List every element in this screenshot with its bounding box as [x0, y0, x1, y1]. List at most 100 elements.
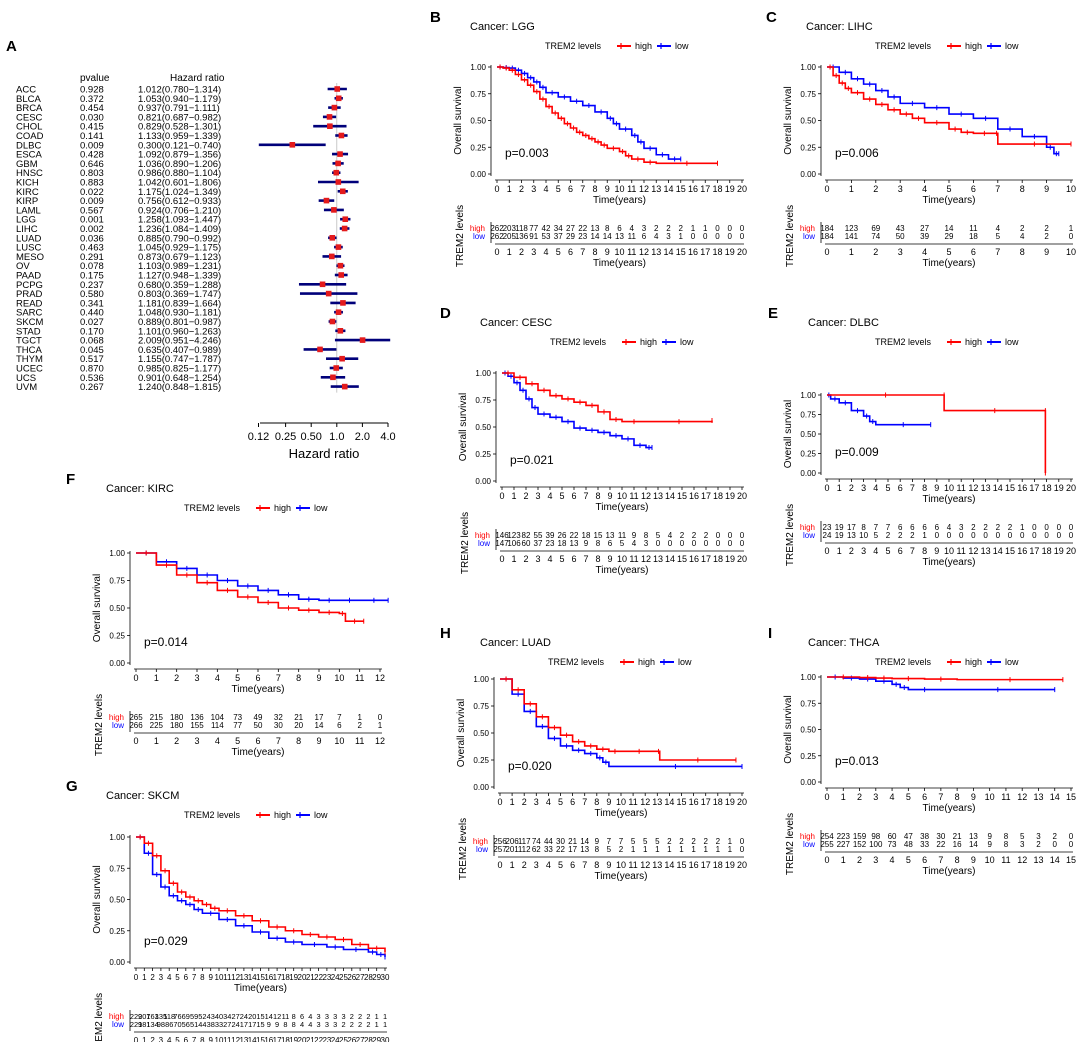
risk-x-tick-label: 5 — [885, 546, 890, 556]
risk-count-high: 4 — [947, 523, 952, 532]
y-axis-label: Overall survival — [92, 574, 103, 642]
risk-x-tick-label: 13 — [651, 247, 661, 257]
risk-count-high: 118 — [515, 224, 528, 233]
risk-count-high: 2 — [983, 523, 988, 532]
x-tick-label: 14 — [665, 491, 675, 501]
forest-hr-text: 0.901(0.648−1.254) — [138, 373, 221, 384]
risk-count-high: 32 — [274, 713, 283, 722]
risk-x-tick-label: 9 — [208, 1036, 213, 1042]
x-tick-label: 13 — [653, 491, 663, 501]
risk-x-tick-label: 3 — [534, 860, 539, 870]
risk-x-tick-label: 5 — [558, 860, 563, 870]
risk-x-tick-label: 23 — [322, 1036, 331, 1042]
risk-x-tick-label: 0 — [824, 247, 829, 257]
risk-count-low: 0 — [1069, 840, 1074, 849]
risk-count-high: 11 — [969, 224, 978, 233]
x-tick-label: 6 — [570, 797, 575, 807]
y-tick-label: 1.00 — [473, 675, 489, 684]
risk-x-tick-label: 9 — [605, 247, 610, 257]
risk-x-tick-label: 12 — [640, 860, 650, 870]
risk-count-high: 1 — [383, 1012, 387, 1021]
risk-count-low: 14 — [969, 840, 978, 849]
forest-hr-text: 1.042(0.601−1.806) — [138, 178, 221, 189]
risk-x-tick-label: 0 — [134, 1036, 139, 1042]
risk-count-high: 6 — [922, 523, 927, 532]
risk-count-high: 2 — [703, 837, 708, 846]
forest-hr-text: 0.924(0.706−1.210) — [138, 205, 221, 216]
risk-count-high: 0 — [1044, 523, 1049, 532]
risk-table-y-label: TREM2 levels — [460, 512, 471, 574]
risk-x-tick-label: 6 — [971, 247, 976, 257]
risk-x-tick-label: 24 — [331, 1036, 340, 1042]
risk-x-tick-label: 8 — [955, 855, 960, 865]
x-tick-label: 29 — [372, 973, 381, 982]
risk-count-low: 4 — [632, 539, 637, 548]
y-axis-label: Overall survival — [453, 86, 464, 154]
risk-row-label-low: low — [476, 845, 488, 854]
risk-count-high: 0 — [716, 531, 721, 540]
risk-row-label-low: low — [803, 840, 815, 849]
forest-point — [326, 114, 333, 120]
risk-x-tick-label: 17 — [701, 554, 711, 564]
risk-table-y-label: TREM2 levels — [94, 694, 105, 756]
x-tick-label: 1 — [841, 792, 846, 802]
risk-count-low: 14 — [591, 232, 600, 241]
risk-row-label-high: high — [800, 832, 815, 841]
risk-count-low: 5 — [620, 539, 625, 548]
risk-x-tick-label: 19 — [725, 247, 735, 257]
forest-point — [341, 383, 348, 390]
risk-x-tick-label: 20 — [737, 247, 747, 257]
x-tick-label: 8 — [922, 483, 927, 493]
forest-hr-text: 1.236(1.084−1.409) — [138, 224, 221, 235]
forest-point — [289, 142, 296, 148]
risk-count-high: 0 — [728, 224, 733, 233]
risk-count-high: 0 — [1032, 523, 1037, 532]
risk-count-high: 82 — [522, 531, 531, 540]
risk-count-low: 38 — [207, 1020, 215, 1029]
risk-count-high: 2 — [679, 224, 684, 233]
forest-hr-text: 0.829(0.528−1.301) — [138, 122, 221, 133]
x-tick-label: 20 — [1066, 483, 1076, 493]
x-tick-label: 19 — [725, 184, 735, 194]
risk-count-low: 1 — [922, 531, 927, 540]
x-tick-label: 3 — [535, 491, 540, 501]
risk-x-tick-label: 10 — [614, 247, 624, 257]
x-tick-label: 12 — [641, 491, 651, 501]
risk-x-tick-label: 20 — [737, 860, 747, 870]
y-tick-label: 0.25 — [109, 927, 125, 936]
forest-point — [335, 244, 342, 250]
x-tick-label: 9 — [971, 792, 976, 802]
risk-table-y-label: TREM2 levels — [458, 818, 469, 880]
risk-count-low: 33 — [920, 840, 929, 849]
risk-count-high: 118 — [163, 1012, 175, 1021]
forest-pvalue: 0.803 — [80, 168, 104, 179]
forest-point — [329, 235, 336, 241]
x-tick-label: 5 — [235, 673, 240, 683]
risk-count-high: 26 — [558, 531, 567, 540]
risk-count-low: 181 — [138, 1020, 150, 1029]
x-tick-label: 10 — [1066, 184, 1076, 194]
risk-count-low: 15 — [256, 1020, 264, 1029]
risk-count-low: 3 — [666, 232, 671, 241]
risk-count-high: 43 — [207, 1012, 215, 1021]
risk-count-high: 9 — [987, 832, 992, 841]
risk-count-low: 91 — [529, 232, 538, 241]
risk-x-tick-label: 2 — [523, 554, 528, 564]
forest-cancer-label: KIRP — [16, 196, 38, 207]
risk-count-low: 112 — [518, 845, 531, 854]
risk-count-low: 30 — [274, 721, 283, 730]
x-tick-label: 10 — [614, 184, 624, 194]
x-tick-label: 9 — [606, 797, 611, 807]
risk-count-low: 6 — [337, 721, 342, 730]
risk-count-low: 13 — [570, 539, 579, 548]
x-tick-label: 3 — [531, 184, 536, 194]
x-tick-label: 11 — [355, 673, 364, 683]
x-tick-label: 5 — [559, 491, 564, 501]
risk-count-low: 0 — [1057, 531, 1062, 540]
risk-x-tick-label: 5 — [556, 247, 561, 257]
forest-hr-text: 1.127(0.948−1.339) — [138, 271, 221, 282]
x-tick-label: 6 — [568, 184, 573, 194]
forest-cancer-label: BRCA — [16, 103, 43, 114]
forest-point — [339, 355, 345, 362]
